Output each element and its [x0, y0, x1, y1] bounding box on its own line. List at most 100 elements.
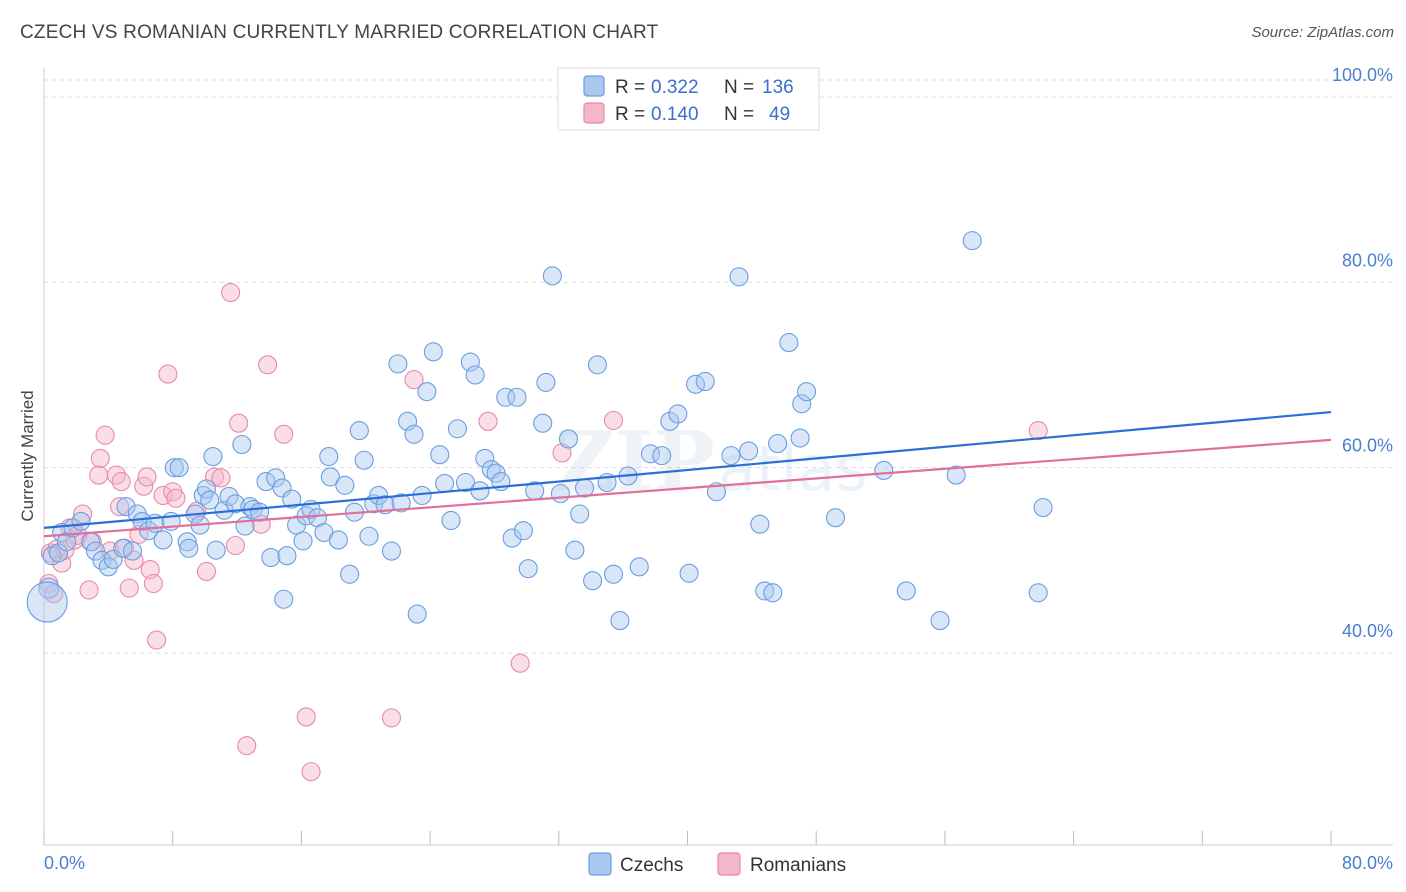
romanian-point	[147, 630, 167, 650]
czech-point	[369, 485, 389, 506]
romanian-point	[95, 425, 115, 445]
czech-point	[587, 355, 607, 375]
czech-point	[603, 564, 624, 584]
czech-point	[179, 538, 199, 558]
czech-point	[930, 611, 950, 631]
romanian-point	[1028, 421, 1048, 441]
czech-point	[679, 563, 699, 583]
chart-title: CZECH VS ROMANIAN CURRENTLY MARRIED CORR…	[20, 22, 659, 43]
czech-point	[962, 231, 982, 251]
legend-swatch-czechs	[583, 75, 605, 97]
romanian-point	[237, 736, 257, 756]
romanian-point	[158, 364, 178, 384]
romanian-point	[381, 708, 402, 728]
y-tick-label: 60.0%	[1342, 436, 1393, 456]
czech-point	[354, 450, 374, 470]
y-tick-label: 80.0%	[1342, 250, 1393, 270]
svg-text:ZIP: ZIP	[555, 414, 715, 510]
czech-point	[164, 458, 184, 478]
romanian-point	[119, 578, 139, 598]
x-tick-label: 80.0%	[1342, 853, 1393, 873]
series-legend: Czechs Romanians	[588, 852, 846, 876]
y-axis-label: Currently Married	[18, 390, 37, 521]
czech-point	[63, 518, 83, 538]
czech-point	[122, 541, 143, 561]
czech-point	[240, 497, 260, 517]
czech-point	[755, 581, 775, 601]
romanians-points	[39, 282, 1048, 782]
czech-point	[739, 441, 759, 461]
romanian-point	[166, 488, 186, 508]
czech-point	[274, 589, 294, 609]
czech-point	[790, 428, 810, 448]
axis-layer: 40.0% 60.0% 80.0% 100.0% 0.0% 80.0%	[43, 65, 1393, 873]
czech-point	[335, 475, 355, 495]
legend-n-value: 136	[762, 77, 794, 98]
czech-point	[825, 508, 846, 528]
czech-point	[750, 514, 770, 534]
czech-point	[1028, 583, 1048, 603]
czech-point	[441, 510, 461, 531]
source-label: Source: ZipAtlas.com	[1251, 24, 1394, 41]
bottom-legend-label: Czechs	[620, 855, 683, 876]
romanian-point	[552, 443, 572, 463]
czech-point	[583, 571, 603, 591]
czech-point	[340, 564, 360, 584]
legend-r-label: R =	[615, 104, 645, 125]
romanian-point	[404, 370, 424, 390]
legend-r-label: R =	[615, 77, 645, 98]
romanian-point	[229, 413, 249, 433]
czech-point	[946, 465, 966, 485]
czech-point	[423, 342, 443, 362]
czech-point	[1033, 497, 1053, 518]
czech-point	[874, 460, 894, 480]
romanian-point	[90, 448, 110, 468]
czech-point	[695, 371, 715, 392]
czech-point	[349, 421, 369, 441]
czech-point	[388, 354, 408, 374]
czech-point	[282, 489, 302, 509]
czech-point	[177, 532, 197, 552]
czech-point	[232, 434, 252, 455]
czech-point	[328, 530, 348, 550]
czech-point	[85, 541, 106, 561]
czech-point	[465, 365, 485, 385]
czech-point	[153, 530, 173, 550]
watermark: ZIP atlas	[555, 414, 868, 510]
romanian-point	[196, 561, 217, 582]
romanian-point	[211, 468, 231, 488]
czech-point	[565, 540, 585, 560]
czech-point	[381, 541, 402, 561]
czech-point	[169, 458, 189, 478]
legend-n-value: 49	[769, 104, 790, 125]
czech-point	[496, 387, 516, 407]
romanians-trend-line	[43, 438, 1332, 538]
czechs-trend-line	[43, 410, 1332, 529]
czech-point	[103, 549, 123, 569]
czech-point	[668, 404, 688, 424]
czech-point	[391, 493, 411, 513]
romanian-point	[137, 467, 157, 487]
romanian-point	[274, 424, 294, 444]
czech-point	[475, 448, 495, 468]
czech-point	[319, 446, 339, 467]
czech-point	[26, 581, 68, 623]
romanian-point	[301, 762, 321, 782]
czech-point	[779, 333, 799, 353]
x-tick-label: 0.0%	[44, 853, 85, 873]
czech-point	[502, 528, 522, 548]
romanian-point	[73, 504, 93, 524]
czech-point	[206, 540, 226, 560]
czech-point	[447, 419, 467, 439]
romanian-point	[603, 410, 624, 430]
czech-point	[768, 434, 788, 454]
czech-point	[256, 472, 276, 492]
czech-point	[435, 473, 455, 493]
czech-point	[792, 394, 812, 414]
legend-n-label: N =	[724, 104, 754, 125]
romanian-point	[89, 465, 109, 485]
legend-r-value: 0.140	[651, 104, 699, 125]
y-tick-label: 40.0%	[1342, 621, 1393, 641]
czech-point	[261, 548, 281, 568]
czech-point	[763, 583, 783, 603]
